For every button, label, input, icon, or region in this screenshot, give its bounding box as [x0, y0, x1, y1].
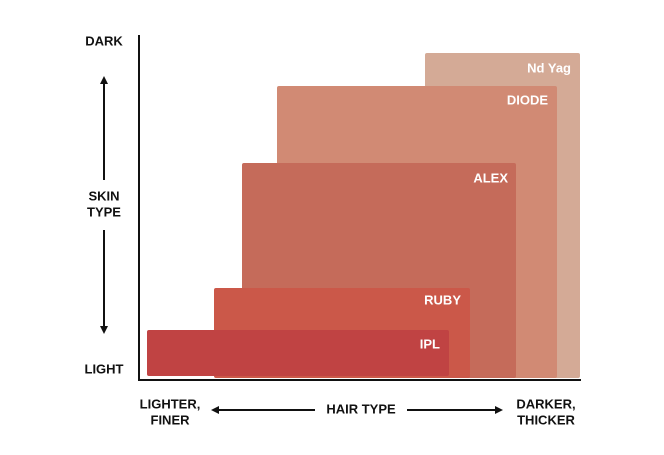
x-axis-right: DARKER,: [516, 396, 575, 411]
y-axis-bottom: LIGHT: [85, 361, 124, 376]
x-axis-right: THICKER: [517, 412, 575, 427]
x-axis-label: HAIR TYPE: [326, 401, 396, 416]
y-axis-label: TYPE: [87, 204, 121, 219]
region-label: ALEX: [473, 170, 508, 185]
y-axis-top: DARK: [85, 33, 123, 48]
region-ipl: [147, 330, 449, 376]
y-axis-label: SKIN: [88, 188, 119, 203]
region-label: RUBY: [424, 292, 461, 307]
x-axis-left: LIGHTER,: [140, 396, 201, 411]
region-label: Nd Yag: [527, 60, 571, 75]
region-label: IPL: [420, 336, 440, 351]
x-axis-left: FINER: [151, 412, 191, 427]
region-label: DIODE: [507, 92, 549, 107]
